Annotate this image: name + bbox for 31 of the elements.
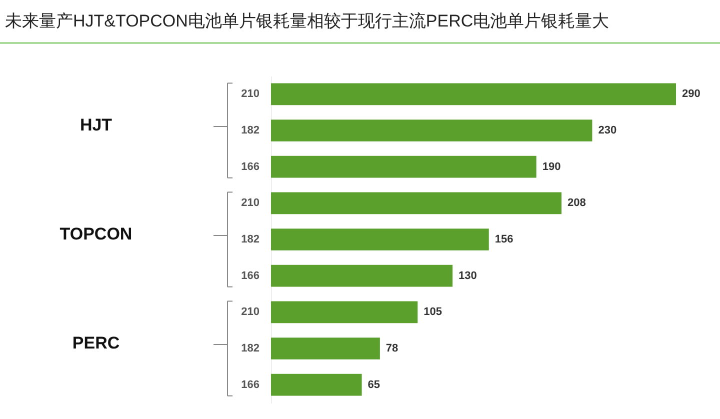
bar: [271, 374, 362, 396]
data-label: 208: [567, 197, 586, 210]
bar: [271, 301, 418, 324]
bar: [271, 156, 536, 178]
text: TOPCON: [60, 224, 132, 244]
y-tick-label: 166: [241, 378, 260, 391]
bar: [271, 120, 592, 142]
data-label: 230: [598, 124, 617, 136]
data-label: 105: [424, 306, 442, 318]
bar: [271, 192, 562, 214]
text: PERC: [72, 334, 120, 352]
bar: [271, 264, 453, 287]
bar: [271, 228, 489, 250]
chart-title: 未来量产HJT&TOPCON电池单片银耗量相较于现行主流PERC电池单片银耗量大: [5, 11, 610, 30]
y-tick-label: 210: [241, 88, 260, 100]
data-label: 290: [682, 88, 700, 100]
data-label: 156: [494, 234, 514, 246]
data-label: 190: [542, 160, 561, 173]
bar: [271, 83, 676, 106]
data-label: 78: [386, 342, 398, 354]
y-tick-label: 182: [241, 124, 260, 136]
text: HJT: [80, 116, 113, 134]
data-label: 130: [458, 270, 477, 282]
y-tick-label: 166: [241, 160, 260, 173]
y-tick-label: 166: [241, 270, 260, 282]
y-tick-label: 182: [241, 234, 260, 246]
y-tick-label: 182: [241, 342, 260, 354]
y-tick-label: 210: [241, 306, 260, 318]
bar: [271, 338, 380, 360]
y-tick-label: 210: [241, 197, 260, 210]
data-label: 65: [368, 378, 380, 391]
